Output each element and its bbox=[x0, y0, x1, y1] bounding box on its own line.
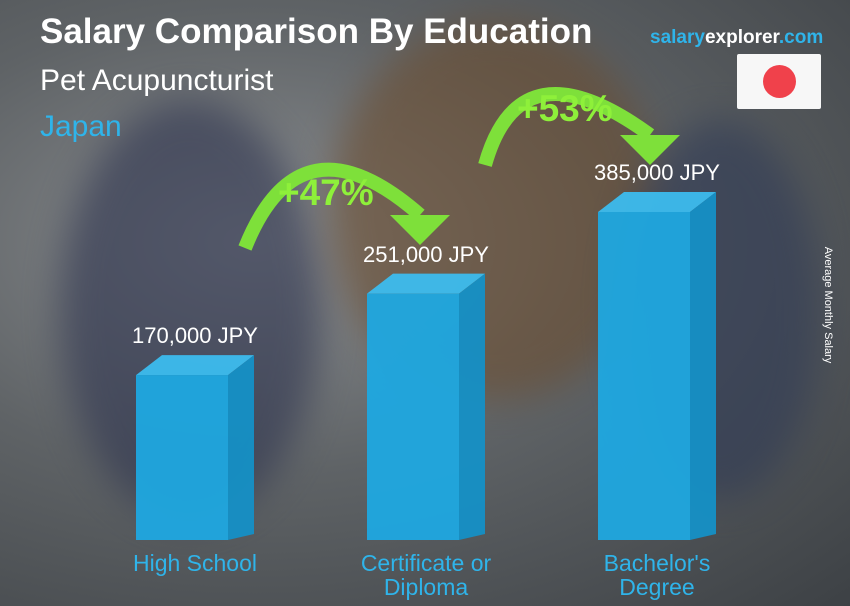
increase-percent: +53% bbox=[517, 88, 613, 129]
category-label: High School bbox=[132, 550, 258, 576]
bar-side bbox=[459, 273, 485, 540]
bar-top bbox=[598, 192, 716, 212]
bar-top bbox=[136, 355, 254, 376]
bar-side bbox=[690, 192, 716, 540]
bar-side bbox=[228, 355, 254, 540]
value-label: 251,000 JPY bbox=[363, 241, 489, 267]
arrow-head-icon bbox=[390, 215, 450, 245]
chart-title: Salary Comparison By Education bbox=[40, 12, 593, 51]
bar bbox=[367, 293, 459, 540]
category-label: Certificate or Diploma bbox=[360, 550, 492, 600]
japan-flag-icon bbox=[737, 54, 821, 109]
bar bbox=[136, 375, 228, 540]
increase-percent: +47% bbox=[278, 172, 374, 213]
bar-top bbox=[367, 273, 485, 294]
job-title: Pet Acupuncturist bbox=[40, 64, 274, 97]
increase-arrow bbox=[478, 86, 655, 167]
country-label: Japan bbox=[40, 110, 122, 143]
value-label: 170,000 JPY bbox=[132, 323, 258, 349]
increase-arrow bbox=[238, 162, 425, 251]
category-label: Bachelor's Degree bbox=[603, 550, 711, 600]
arrow-head-icon bbox=[620, 135, 680, 165]
brand-logo[interactable]: salaryexplorer.com bbox=[650, 27, 824, 48]
value-label: 385,000 JPY bbox=[594, 160, 720, 185]
bar bbox=[598, 212, 690, 540]
